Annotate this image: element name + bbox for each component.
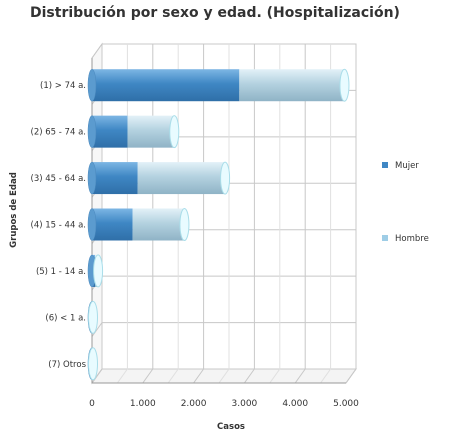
- bar-end-cap: [220, 161, 231, 195]
- x-tick-label: 5.000: [333, 399, 359, 409]
- bar-end-cap: [169, 115, 180, 149]
- value-gridline-minor: [116, 44, 128, 384]
- category-gridline: [91, 43, 356, 59]
- bar-end-cap: [88, 347, 98, 381]
- value-gridline: [294, 44, 306, 384]
- legend-swatch: [382, 235, 388, 241]
- x-tick-label: 4.000: [282, 399, 308, 409]
- y-tick-label: (1) > 74 a.: [40, 81, 86, 91]
- y-tick-label: (6) < 1 a.: [45, 313, 86, 323]
- bar-mujer[interactable]: [92, 208, 133, 241]
- bar-base-cap: [87, 68, 97, 102]
- y-axis-title: Grupos de Edad: [9, 172, 19, 248]
- y-tick-label: (4) 15 - 44 a.: [31, 221, 86, 231]
- bar-hombre[interactable]: [132, 208, 184, 241]
- value-gridline-minor: [167, 44, 179, 384]
- y-tick-label: (7) Otros: [48, 360, 86, 370]
- value-gridline-minor: [218, 44, 230, 384]
- bar-base-cap: [87, 115, 97, 148]
- legend-item-hombre[interactable]: Hombre: [382, 234, 429, 244]
- value-gridline: [193, 44, 205, 384]
- x-tick-label: 3.000: [232, 399, 258, 409]
- bar-hombre[interactable]: [137, 162, 225, 195]
- bar-mujer[interactable]: [92, 115, 128, 148]
- bar-hombre[interactable]: [239, 69, 344, 102]
- y-tick-label: (3) 45 - 64 a.: [31, 174, 86, 184]
- category-gridline: [91, 275, 356, 291]
- bar-end-cap: [93, 254, 104, 288]
- legend-label: Mujer: [395, 161, 419, 171]
- bar-end-cap: [179, 208, 190, 241]
- y-tick-label: (2) 65 - 74 a.: [31, 128, 86, 138]
- bar-base-cap: [87, 208, 97, 241]
- bar-mujer[interactable]: [92, 162, 138, 195]
- legend-swatch: [382, 162, 388, 168]
- bar-end-cap: [339, 68, 350, 102]
- chart-title: Distribución por sexo y edad. (Hospitali…: [30, 5, 400, 21]
- bar-mujer[interactable]: [92, 69, 240, 102]
- y-tick-label: (5) 1 - 14 a.: [36, 267, 86, 277]
- value-gridline-minor: [320, 44, 332, 384]
- category-gridline: [91, 322, 356, 337]
- x-tick-label: 1.000: [130, 399, 156, 409]
- value-gridline: [142, 44, 154, 384]
- value-gridline-minor: [269, 44, 281, 384]
- bar-end-cap: [88, 300, 98, 334]
- value-gridline: [243, 44, 255, 384]
- bar-hombre[interactable]: [127, 115, 174, 148]
- legend-label: Hombre: [395, 234, 429, 244]
- legend-item-mujer[interactable]: Mujer: [382, 161, 419, 171]
- x-tick-label: 2.000: [181, 399, 207, 409]
- x-axis-title: Casos: [217, 422, 245, 432]
- bar-base-cap: [87, 161, 97, 195]
- value-gridline: [345, 44, 357, 384]
- x-tick-label: 0: [89, 399, 95, 409]
